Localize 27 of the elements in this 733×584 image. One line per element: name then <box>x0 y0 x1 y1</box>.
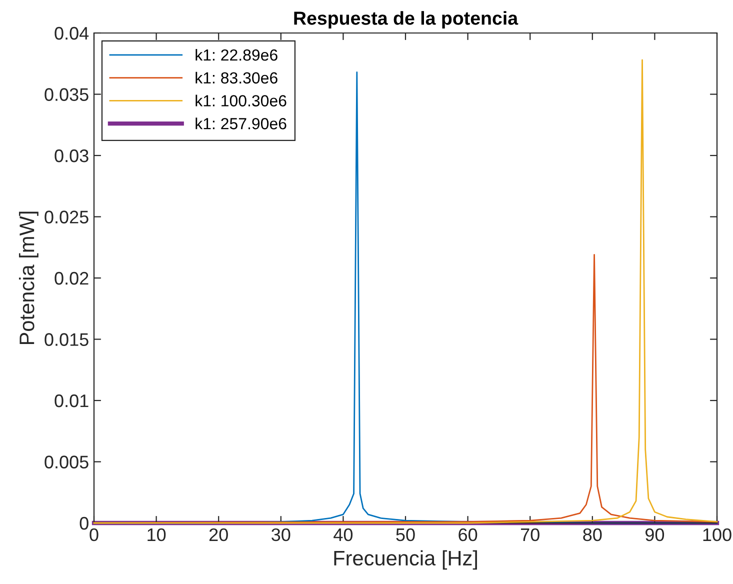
x-tick-label: 90 <box>646 528 664 542</box>
x-tick-label: 10 <box>148 528 166 542</box>
legend-label: k1: 22.89e6 <box>196 48 278 61</box>
x-tick-label: 0 <box>90 528 98 542</box>
chart-title: Respuesta de la potencia <box>294 11 518 29</box>
y-tick-label: 0.035 <box>44 88 88 101</box>
y-axis-title: Potencia [mW] <box>18 212 38 344</box>
y-tick-label: 0.04 <box>54 26 89 40</box>
y-tick-label: 0.015 <box>44 333 88 346</box>
x-tick-label: 30 <box>272 528 290 542</box>
y-tick-label: 0 <box>80 516 88 530</box>
y-tick-label: 0.03 <box>54 149 88 162</box>
legend-label: k1: 100.30e6 <box>196 94 286 106</box>
x-tick-label: 50 <box>396 528 415 542</box>
legend-label: k1: 257.90e6 <box>196 118 286 130</box>
x-tick-label: 80 <box>583 528 602 542</box>
x-tick-label: 70 <box>520 528 540 542</box>
x-tick-label: 40 <box>334 528 353 542</box>
x-tick-label: 100 <box>703 528 732 542</box>
x-tick-label: 20 <box>209 528 228 542</box>
y-tick-label: 0.02 <box>54 272 88 285</box>
y-tick-label: 0.025 <box>44 210 88 224</box>
legend-label: k1: 83.30e6 <box>196 72 278 84</box>
x-tick-label: 60 <box>458 528 478 542</box>
y-tick-label: 0.01 <box>54 394 88 408</box>
y-tick-label: 0.005 <box>44 456 88 468</box>
x-axis-title: Frecuencia [Hz] <box>334 550 477 570</box>
